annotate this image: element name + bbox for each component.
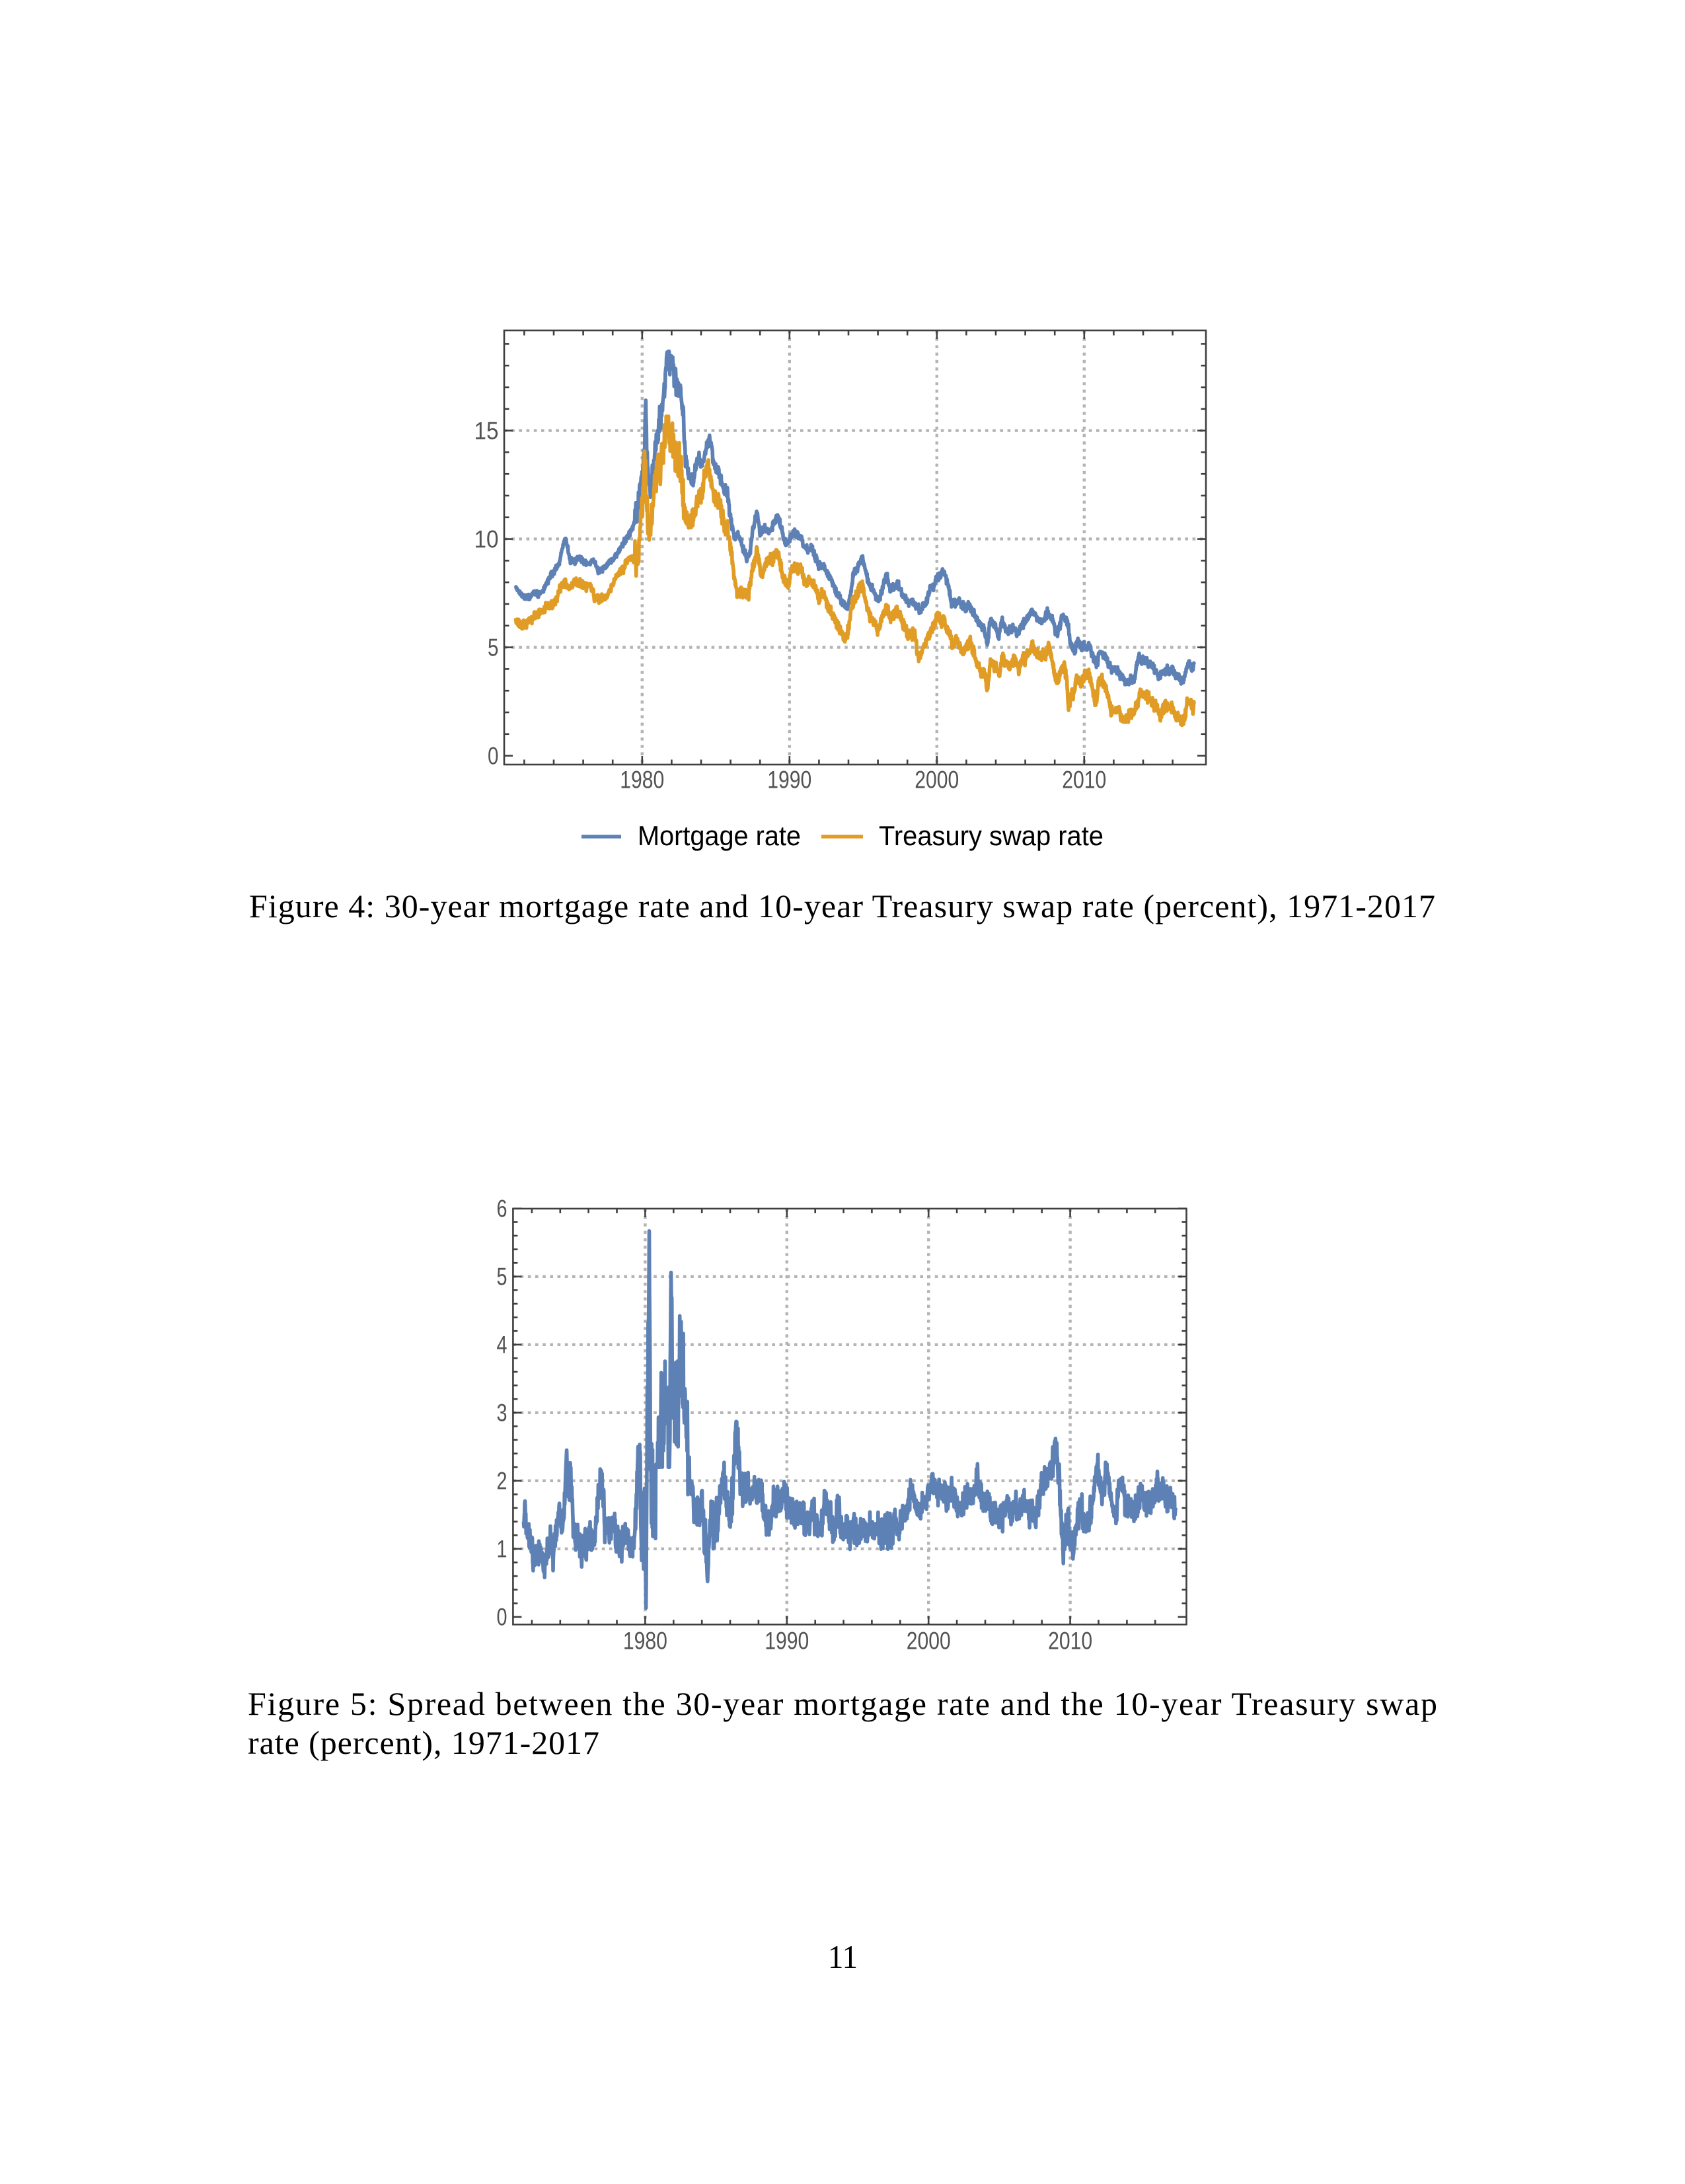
svg-text:0: 0 bbox=[497, 1604, 507, 1631]
svg-text:2010: 2010 bbox=[1048, 1628, 1092, 1655]
svg-text:1980: 1980 bbox=[623, 1628, 667, 1655]
svg-text:11: 11 bbox=[828, 1938, 858, 1975]
svg-text:2000: 2000 bbox=[915, 767, 959, 794]
svg-text:Treasury swap rate: Treasury swap rate bbox=[879, 820, 1104, 851]
svg-text:0: 0 bbox=[488, 742, 499, 769]
svg-text:rate (percent), 1971-2017: rate (percent), 1971-2017 bbox=[248, 1724, 599, 1761]
svg-text:6: 6 bbox=[497, 1195, 507, 1223]
svg-text:5: 5 bbox=[488, 634, 499, 661]
svg-text:Figure 5: Spread between the 3: Figure 5: Spread between the 30-year mor… bbox=[248, 1685, 1437, 1722]
svg-text:1990: 1990 bbox=[767, 767, 811, 794]
svg-text:1980: 1980 bbox=[620, 767, 664, 794]
svg-text:2: 2 bbox=[497, 1468, 507, 1495]
svg-text:Mortgage rate: Mortgage rate bbox=[638, 820, 801, 851]
svg-text:2000: 2000 bbox=[907, 1628, 951, 1655]
svg-text:15: 15 bbox=[474, 417, 499, 444]
svg-text:4: 4 bbox=[497, 1332, 507, 1359]
svg-text:1990: 1990 bbox=[765, 1628, 809, 1655]
svg-text:5: 5 bbox=[497, 1263, 507, 1291]
svg-text:Figure 4: 30-year mortgage rat: Figure 4: 30-year mortgage rate and 10-y… bbox=[249, 887, 1435, 924]
svg-text:2010: 2010 bbox=[1062, 767, 1106, 794]
svg-text:3: 3 bbox=[497, 1400, 507, 1427]
svg-text:10: 10 bbox=[474, 525, 499, 552]
svg-text:1: 1 bbox=[497, 1536, 507, 1563]
